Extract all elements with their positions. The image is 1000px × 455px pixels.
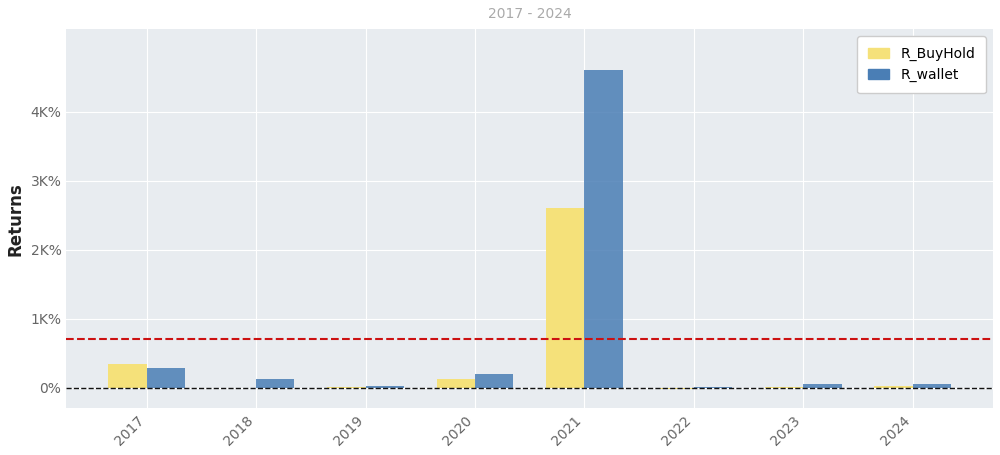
- Bar: [147, 368, 185, 388]
- Bar: [803, 384, 842, 388]
- Bar: [366, 386, 404, 388]
- Y-axis label: Returns: Returns: [7, 182, 25, 256]
- Title: 2017 - 2024: 2017 - 2024: [488, 7, 572, 21]
- Bar: [656, 388, 694, 389]
- Legend: R_BuyHold, R_wallet: R_BuyHold, R_wallet: [857, 36, 986, 93]
- Bar: [874, 385, 913, 388]
- Bar: [475, 374, 513, 388]
- Bar: [256, 379, 294, 388]
- Bar: [913, 384, 951, 388]
- Bar: [584, 71, 623, 388]
- Bar: [437, 379, 475, 388]
- Bar: [765, 387, 803, 388]
- Bar: [108, 364, 147, 388]
- Bar: [546, 208, 584, 388]
